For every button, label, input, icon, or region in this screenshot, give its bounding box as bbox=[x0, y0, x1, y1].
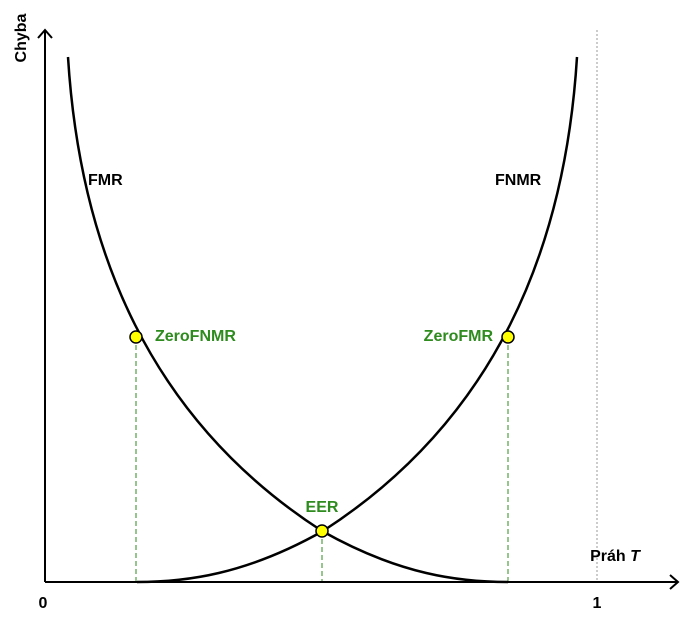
fmr-curve bbox=[66, 56, 509, 584]
eer-label: EER bbox=[306, 499, 339, 516]
points bbox=[129, 330, 515, 538]
fmr-label: FMR bbox=[88, 172, 123, 189]
zero-fmr-label: ZeroFMR bbox=[424, 328, 494, 345]
x-label-variable: T bbox=[630, 548, 641, 565]
x-label-text: Práh bbox=[590, 548, 626, 565]
x-start: 0 bbox=[39, 595, 48, 612]
y-label: Chyba bbox=[13, 13, 30, 62]
fnmr-label: FNMR bbox=[495, 172, 542, 189]
zero-fnmr-label: ZeroFNMR bbox=[155, 328, 236, 345]
drop-lines bbox=[135, 337, 509, 582]
x-end: 1 bbox=[593, 595, 602, 612]
fnmr-curve bbox=[136, 56, 579, 584]
x-label: Práh T bbox=[590, 548, 641, 565]
